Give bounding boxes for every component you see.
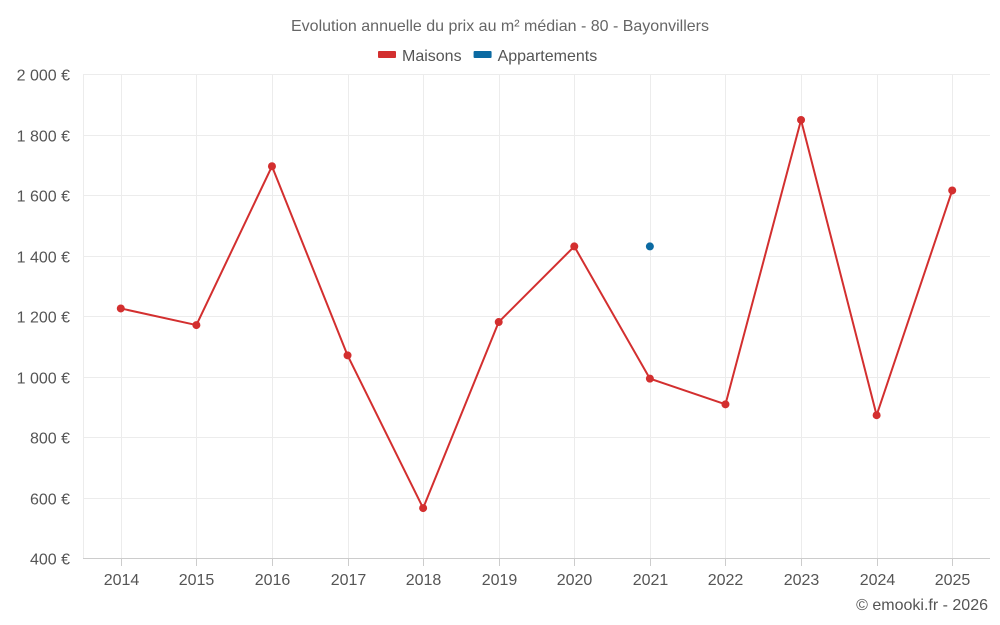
series-maisons <box>116 115 957 513</box>
y-tick-label: 1 000 € <box>17 371 70 388</box>
data-point[interactable] <box>645 242 654 251</box>
x-tick-label: 2015 <box>179 572 215 589</box>
y-tick-label: 1 600 € <box>17 189 70 206</box>
data-point[interactable] <box>948 186 957 195</box>
legend: Maisons Appartements <box>378 48 597 65</box>
y-tick-label: 1 800 € <box>17 129 70 146</box>
y-axis: 400 € 600 € 800 € 1 000 € 1 200 € 1 400 € 1 60… <box>17 68 70 569</box>
series-line <box>120 118 954 510</box>
legend-label: Maisons <box>402 48 462 65</box>
data-point[interactable] <box>721 400 730 409</box>
y-tick-label: 600 € <box>30 492 70 509</box>
x-tick-label: 2017 <box>331 572 367 589</box>
series-layer <box>116 115 957 513</box>
credit-text: © emooki.fr - 2026 <box>856 597 988 614</box>
x-tick-label: 2014 <box>104 572 140 589</box>
legend-label: Appartements <box>498 48 598 65</box>
y-tick-label: 800 € <box>30 431 70 448</box>
y-tick-label: 400 € <box>30 552 70 569</box>
y-tick-label: 1 200 € <box>17 310 70 327</box>
data-point[interactable] <box>570 242 579 251</box>
legend-item-appartements[interactable]: Appartements <box>473 48 598 65</box>
legend-swatch <box>473 51 492 58</box>
data-point[interactable] <box>419 504 428 513</box>
legend-item-maisons[interactable]: Maisons <box>378 48 462 65</box>
x-tick-label: 2020 <box>557 572 593 589</box>
x-axis: 2014 2015 2016 2017 2018 2019 2020 2021 2022 2023… <box>104 558 971 589</box>
x-tick-label: 2023 <box>784 572 820 589</box>
x-tick-label: 2018 <box>406 572 442 589</box>
data-point[interactable] <box>645 374 654 383</box>
y-tick-label: 1 400 € <box>17 250 70 267</box>
x-tick-label: 2024 <box>860 572 896 589</box>
y-tick-label: 2 000 € <box>17 68 70 85</box>
data-point[interactable] <box>872 411 881 420</box>
data-point[interactable] <box>343 351 352 360</box>
data-point[interactable] <box>797 115 806 124</box>
data-point[interactable] <box>267 162 276 171</box>
x-tick-label: 2016 <box>255 572 291 589</box>
x-tick-label: 2019 <box>482 572 518 589</box>
grid <box>83 74 990 559</box>
x-tick-label: 2022 <box>708 572 744 589</box>
data-point[interactable] <box>116 304 125 313</box>
data-point[interactable] <box>192 321 201 330</box>
data-point[interactable] <box>494 318 503 327</box>
chart-title: Evolution annuelle du prix au m² médian … <box>291 18 709 35</box>
series-appartements <box>645 242 654 251</box>
x-tick-label: 2021 <box>633 572 669 589</box>
legend-swatch <box>378 51 396 58</box>
x-tick-label: 2025 <box>935 572 971 589</box>
